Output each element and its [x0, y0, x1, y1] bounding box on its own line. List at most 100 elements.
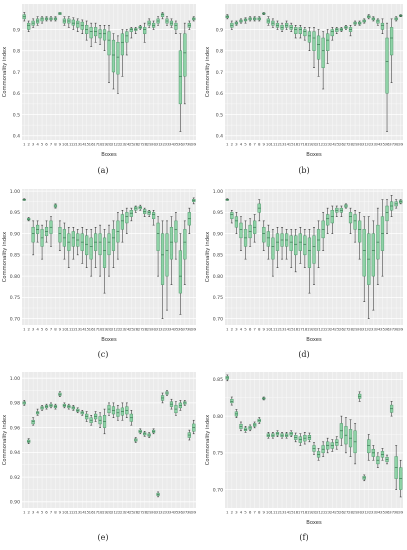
box-19: [307, 229, 312, 294]
y-axis-label: Commonality index: [2, 415, 8, 465]
x-tick-label: 34: [169, 142, 174, 147]
box-8: [53, 403, 58, 410]
box-body: [102, 237, 107, 268]
box-body: [129, 28, 133, 32]
x-tick-label: 3: [235, 142, 238, 147]
x-tick-label: 5: [244, 510, 247, 515]
x-tick-label: 25: [334, 510, 339, 515]
x-tick-label: 16: [89, 142, 94, 147]
box-27: [138, 204, 142, 211]
x-tick-label: 19: [307, 142, 312, 147]
box-body: [134, 206, 138, 211]
x-tick-label: 11: [66, 510, 71, 515]
box-9: [58, 220, 62, 251]
x-tick-label: 26: [133, 327, 138, 332]
x-tick-label: 13: [75, 142, 80, 147]
caption-b: (b): [298, 166, 310, 175]
box-6: [248, 424, 252, 432]
box-36: [385, 454, 389, 465]
box-18: [303, 432, 307, 445]
x-tick-label: 24: [330, 327, 335, 332]
y-tick-label: 0.5: [13, 112, 20, 118]
box-23: [326, 29, 330, 64]
box-27: [344, 417, 348, 454]
box-plot-4: 0.900.920.940.960.981.001 2 3 4 5 6 7 8 9 10 11 12 1…: [2, 372, 197, 515]
box-9: [262, 220, 266, 251]
box-2: [27, 20, 31, 32]
box-6: [44, 403, 49, 410]
box-15: [85, 20, 89, 41]
box-21: [316, 448, 321, 461]
x-tick-label: 2: [27, 142, 30, 147]
x-tick-label: 13: [280, 327, 285, 332]
y-tick-label: 0.80: [10, 274, 20, 280]
box-29: [147, 18, 151, 28]
x-tick-label: 39: [191, 327, 196, 332]
box-32: [367, 216, 371, 319]
box-body: [262, 227, 266, 243]
x-tick-label: 4: [240, 510, 243, 515]
box-33: [371, 445, 375, 461]
box-15: [289, 22, 293, 32]
box-12: [71, 227, 75, 260]
box-17: [298, 433, 302, 446]
x-tick-label: 8: [54, 327, 57, 332]
x-tick-label: 36: [178, 510, 183, 515]
x-tick-label: 9: [263, 327, 266, 332]
box-16: [89, 22, 93, 47]
box-33: [371, 220, 375, 311]
x-tick-label: 10: [62, 510, 67, 515]
box-7: [49, 16, 53, 22]
panel-a: 0.4 0.5 0.6 0.7 0.8 0.9 1 2 3 4 5 6 7 8 9 10 11 12 13 14 15 1…: [0, 0, 200, 162]
box-1: [225, 198, 229, 201]
x-axis-label: Boxes: [101, 337, 117, 343]
box-body: [120, 33, 124, 56]
box-body: [27, 22, 31, 30]
y-tick-label: 0.70: [213, 316, 223, 322]
x-tick-label: 8: [258, 510, 261, 515]
x-tick-label: 8: [258, 142, 261, 147]
box-30: [358, 20, 362, 26]
box-17: [94, 411, 98, 422]
panel-f: 0.70 0.75 0.80 0.85 1 2 3 4 5 6 7 8 9 10 11 12 13 14 15 16 1…: [203, 368, 407, 530]
x-tick-label: 1: [226, 510, 229, 515]
box-9: [58, 12, 62, 15]
x-tick-label: 34: [169, 510, 174, 515]
box-37: [389, 401, 394, 417]
x-tick-label: 35: [380, 142, 385, 147]
box-23: [120, 29, 124, 77]
box-37: [389, 18, 394, 83]
box-5: [243, 17, 248, 24]
x-tick-label: 24: [124, 327, 129, 332]
x-tick-label: 5: [41, 327, 44, 332]
x-tick-label: 28: [142, 510, 147, 515]
x-tick-label: 19: [102, 510, 107, 515]
x-tick-label: 12: [71, 510, 76, 515]
box-body: [71, 19, 75, 26]
box-body: [143, 27, 147, 34]
x-tick-label: 8: [54, 510, 57, 515]
x-tick-label: 10: [266, 510, 271, 515]
box-17: [94, 227, 98, 268]
box-29: [147, 210, 151, 217]
box-36: [385, 22, 389, 132]
y-tick-label: 0.75: [213, 451, 223, 457]
x-tick-label: 20: [312, 510, 317, 515]
box-31: [362, 474, 366, 482]
box-2: [27, 438, 31, 444]
x-tick-label: 35: [380, 510, 385, 515]
box-body: [178, 250, 182, 294]
box-body: [76, 20, 80, 28]
x-tick-label: 2: [27, 510, 30, 515]
x-tick-label: 7: [50, 510, 53, 515]
x-tick-label: 15: [289, 142, 294, 147]
box-26: [339, 27, 343, 32]
box-13: [280, 22, 284, 32]
box-22: [116, 35, 120, 94]
x-tick-label: 24: [124, 142, 129, 147]
x-tick-label: 3: [32, 142, 35, 147]
box-body: [348, 212, 353, 224]
box-4: [239, 421, 243, 432]
box-34: [376, 207, 380, 285]
x-tick-label: 19: [307, 510, 312, 515]
